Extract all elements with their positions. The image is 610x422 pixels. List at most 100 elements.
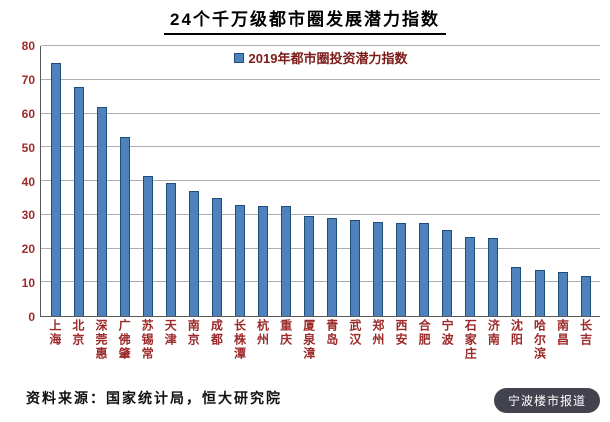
- category-label: 成都: [209, 319, 224, 347]
- bar-上海: [50, 62, 61, 316]
- bar-长吉: [580, 275, 591, 316]
- category-label: 武汉: [347, 319, 362, 347]
- category-label: 长吉: [578, 319, 593, 347]
- category-label: 苏锡常: [140, 319, 155, 361]
- chart-title: 24个千万级都市圈发展潜力指数: [164, 5, 446, 35]
- y-tick-label: 50: [21, 140, 35, 155]
- category-label-slot: 上海: [43, 319, 66, 361]
- bar-成都: [211, 197, 222, 316]
- bar-武汉: [350, 219, 361, 316]
- chart-title-wrap: 24个千万级都市圈发展潜力指数: [0, 5, 610, 35]
- category-label: 合肥: [417, 319, 432, 347]
- bar-slot: [159, 46, 182, 316]
- category-label-slot: 厦泉漳: [297, 319, 320, 361]
- bar-哈尔滨: [534, 270, 545, 316]
- bar-slot: [321, 46, 344, 316]
- category-label: 南京: [186, 319, 201, 347]
- bar-slot: [251, 46, 274, 316]
- y-tick-label: 20: [21, 242, 35, 257]
- y-tick-label: 10: [21, 276, 35, 291]
- gridline: [41, 112, 600, 114]
- y-tick-label: 80: [21, 39, 35, 53]
- category-label: 青岛: [324, 319, 339, 347]
- bar-slot: [113, 46, 136, 316]
- bar-西安: [396, 223, 407, 316]
- category-label-slot: 重庆: [274, 319, 297, 361]
- bars-container: [41, 46, 600, 316]
- gridline: [41, 45, 600, 46]
- category-label: 哈尔滨: [532, 319, 547, 361]
- category-label: 郑州: [370, 319, 385, 347]
- category-label-slot: 西安: [389, 319, 412, 361]
- category-label-slot: 广佛肇: [112, 319, 135, 361]
- bar-slot: [182, 46, 205, 316]
- category-label-slot: 南京: [181, 319, 204, 361]
- category-label: 上海: [47, 319, 62, 347]
- gridline: [41, 213, 600, 215]
- category-label-slot: 石家庄: [458, 319, 481, 361]
- category-label-slot: 杭州: [251, 319, 274, 361]
- bar-slot: [413, 46, 436, 316]
- category-label: 西安: [394, 319, 408, 347]
- category-label: 济南: [486, 319, 501, 347]
- category-label-slot: 苏锡常: [135, 319, 158, 361]
- bar-slot: [136, 46, 159, 316]
- y-axis: 0 10 20 30 40 50 60 70 80: [10, 40, 38, 323]
- bar-天津: [165, 182, 176, 316]
- category-label-slot: 宁波: [435, 319, 458, 361]
- bar-slot: [67, 46, 90, 316]
- category-label: 杭州: [255, 319, 270, 347]
- plot-area: 2019年都市圈投资潜力指数: [40, 45, 600, 317]
- bar-杭州: [257, 206, 268, 316]
- bar-青岛: [327, 218, 338, 316]
- gridline: [41, 180, 600, 181]
- bar-南京: [188, 191, 199, 316]
- category-label: 石家庄: [463, 319, 478, 361]
- category-label-slot: 郑州: [366, 319, 389, 361]
- bar-宁波: [442, 229, 453, 316]
- legend-label: 2019年都市圈投资潜力指数: [248, 51, 408, 66]
- bar-slot: [459, 46, 482, 316]
- legend-swatch-icon: [233, 52, 244, 63]
- category-label: 沈阳: [509, 319, 524, 347]
- bar-苏锡常: [142, 175, 153, 316]
- y-tick-label: 30: [21, 208, 35, 223]
- legend: 2019年都市圈投资潜力指数: [233, 48, 408, 67]
- category-label-slot: 合肥: [412, 319, 435, 361]
- bar-slot: [205, 46, 228, 316]
- bar-郑州: [373, 221, 384, 316]
- category-label-slot: 北京: [66, 319, 89, 361]
- bar-slot: [574, 46, 597, 316]
- y-tick-label: 60: [21, 106, 35, 121]
- bar-slot: [274, 46, 297, 316]
- y-tick-label: 70: [21, 72, 35, 87]
- y-tick-label: 0: [28, 310, 35, 324]
- bar-沈阳: [511, 267, 522, 316]
- watermark-badge: 宁波楼市报道: [493, 388, 600, 413]
- category-label-slot: 天津: [158, 319, 181, 361]
- category-label-slot: 青岛: [320, 319, 343, 361]
- bar-深莞惠: [96, 106, 107, 316]
- category-label-slot: 成都: [205, 319, 228, 361]
- category-label: 天津: [163, 319, 178, 347]
- bar-合肥: [419, 223, 430, 316]
- gridline: [41, 146, 600, 148]
- bar-chart: 0 10 20 30 40 50 60 70 80 2019年都市圈投资潜力指数 上海 北京 深莞惠…: [10, 40, 602, 386]
- category-label-slot: 武汉: [343, 319, 366, 361]
- bar-slot: [344, 46, 367, 316]
- bar-重庆: [280, 206, 291, 316]
- category-label-slot: 济南: [481, 319, 504, 361]
- category-label: 长株潭: [232, 319, 247, 361]
- category-label: 深莞惠: [93, 319, 108, 361]
- category-label: 北京: [70, 319, 85, 347]
- category-label: 广佛肇: [117, 319, 132, 361]
- category-label-slot: 哈尔滨: [528, 319, 551, 361]
- bar-slot: [228, 46, 251, 316]
- bar-济南: [488, 238, 499, 316]
- bar-南昌: [557, 272, 568, 316]
- bar-slot: [298, 46, 321, 316]
- x-axis-labels: 上海 北京 深莞惠 广佛肇 苏锡常 天津 南京 成都 长株潭 杭州 重庆 厦泉漳 青岛 武汉 郑州 西安 合肥宁…: [40, 319, 600, 361]
- bar-slot: [44, 46, 67, 316]
- category-label: 南昌: [555, 319, 570, 347]
